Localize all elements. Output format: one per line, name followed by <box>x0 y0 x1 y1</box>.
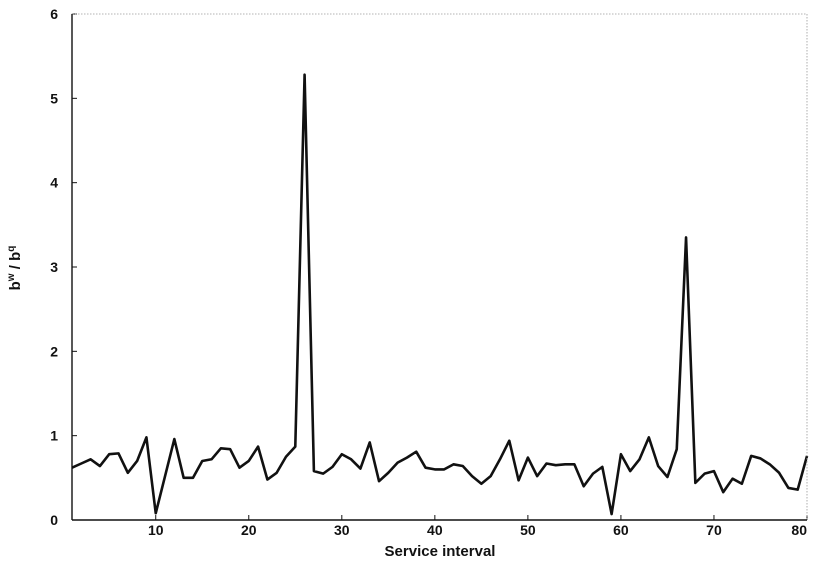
y-tick-label: 5 <box>50 90 58 106</box>
tick-marks <box>72 13 808 521</box>
tick-labels: 10 20 30 40 50 60 70 80 0 1 2 3 4 5 6 <box>50 6 807 538</box>
y-axis-label-sep: / b <box>7 252 24 274</box>
x-tick-label: 30 <box>334 522 350 538</box>
y-tick-label: 2 <box>50 343 58 359</box>
y-tick-label: 0 <box>50 512 58 528</box>
x-axis-label: Service interval <box>385 543 496 560</box>
x-tick-label: 70 <box>706 522 722 538</box>
y-tick-label: 6 <box>50 6 58 22</box>
x-tick-label: 50 <box>520 522 536 538</box>
y-tick-label: 1 <box>50 428 58 444</box>
plot-area <box>72 14 807 520</box>
y-axis-label-base: b <box>7 281 24 290</box>
x-tick-label: 20 <box>241 522 257 538</box>
y-axis-label: bw / bq <box>6 246 24 291</box>
y-axis-label-sup1: w <box>6 273 17 282</box>
y-axis-label-sup2: q <box>6 246 17 252</box>
y-tick-label: 4 <box>50 175 58 191</box>
x-tick-label: 40 <box>427 522 443 538</box>
series-line <box>71 73 809 516</box>
x-tick-label: 60 <box>613 522 629 538</box>
y-tick-label: 3 <box>50 259 58 275</box>
x-tick-label: 80 <box>791 522 807 538</box>
x-tick-label: 10 <box>148 522 164 538</box>
